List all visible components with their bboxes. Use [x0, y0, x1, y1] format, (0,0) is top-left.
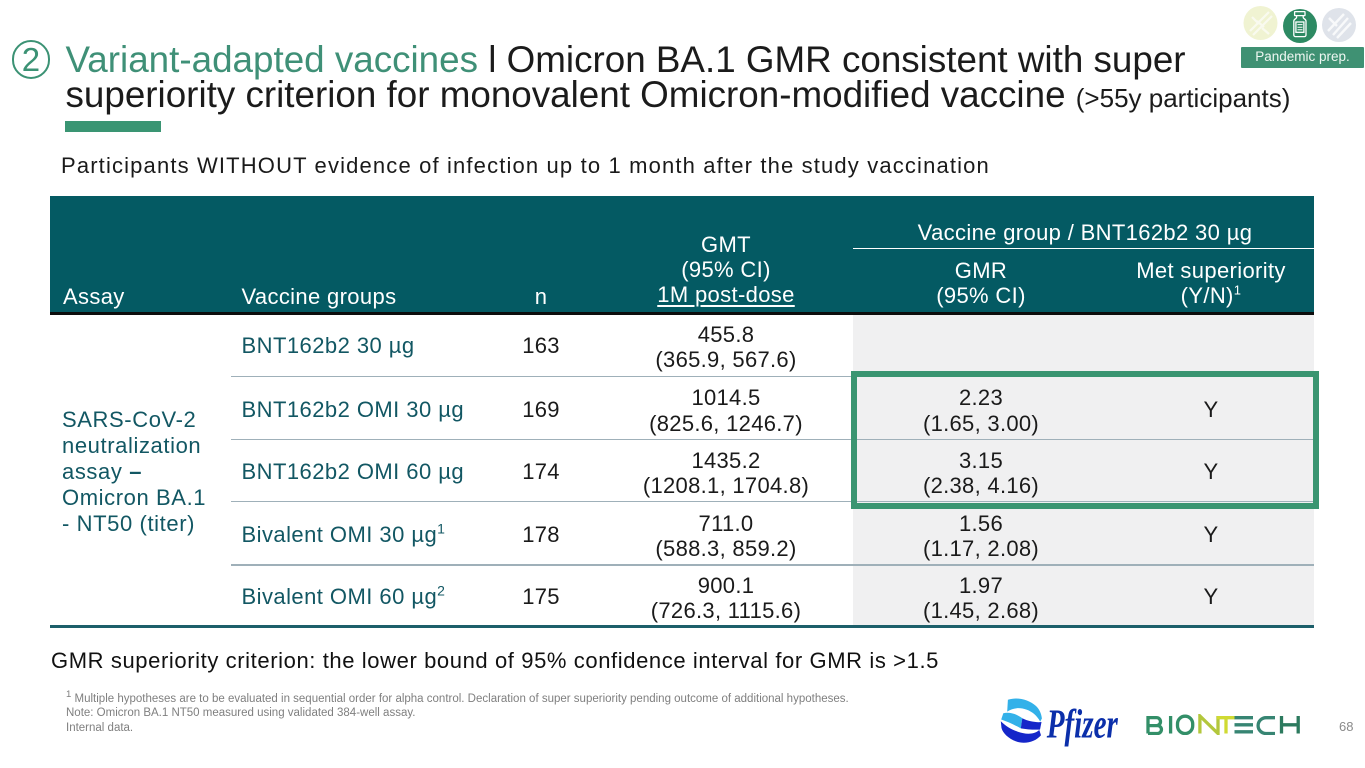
svg-text:Pfizer: Pfizer	[1046, 701, 1119, 747]
